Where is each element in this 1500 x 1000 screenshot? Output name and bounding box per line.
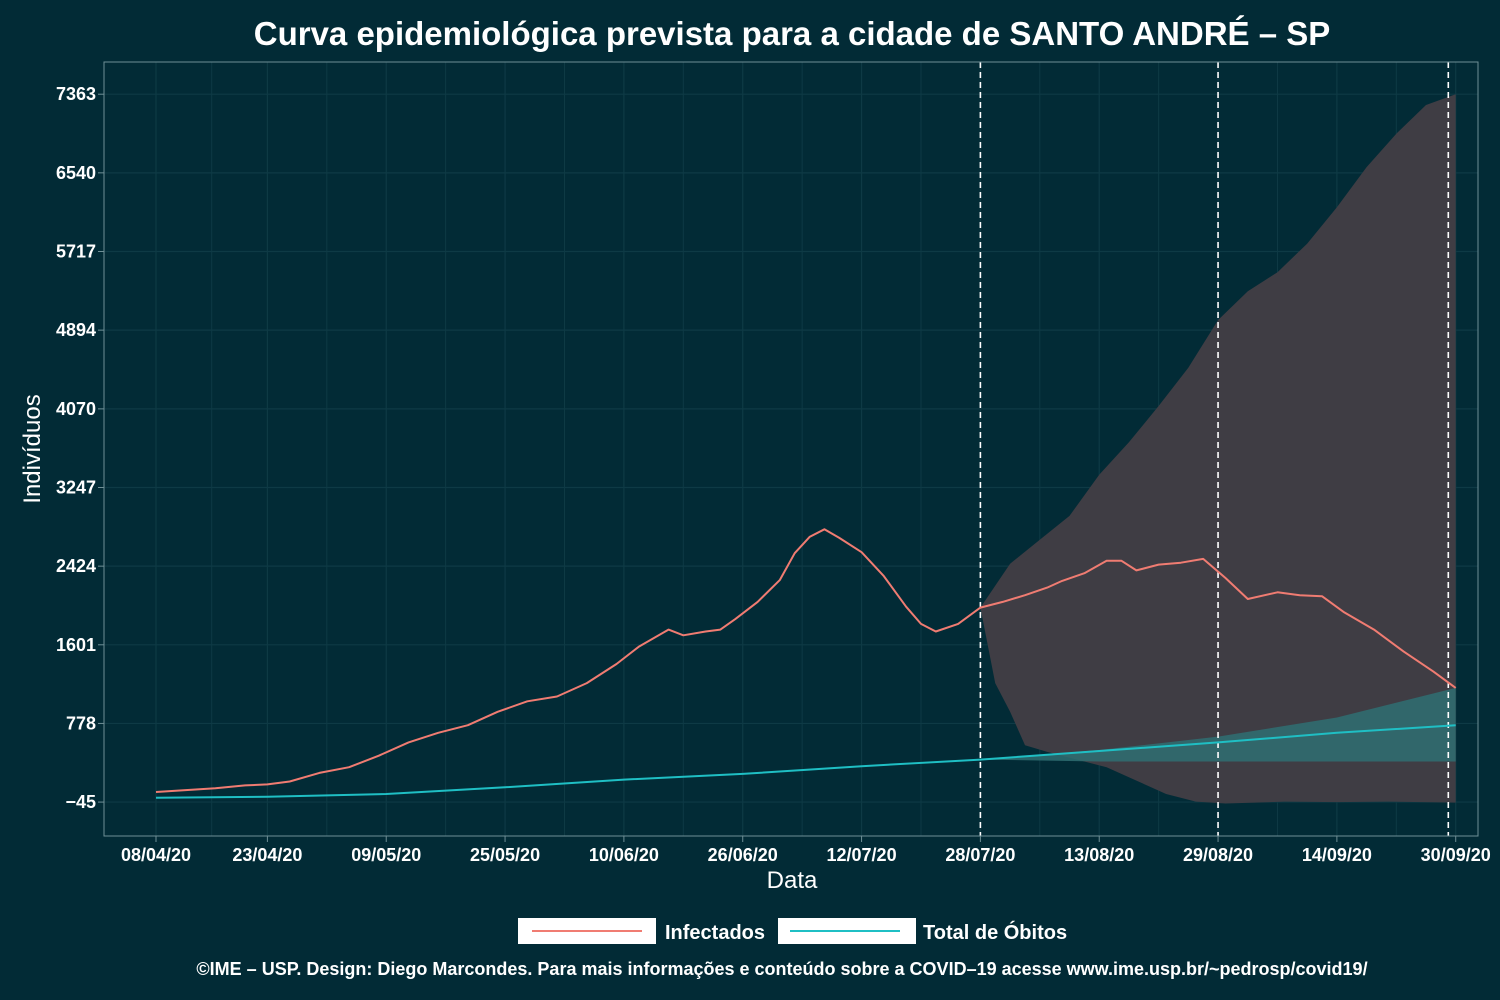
y-tick-label: 3247 xyxy=(56,478,96,498)
y-tick-label: 778 xyxy=(66,713,96,733)
y-tick-label: 4070 xyxy=(56,399,96,419)
y-axis-label: Indivíduos xyxy=(19,394,46,503)
reference-lines xyxy=(979,62,1450,836)
y-tick-label: 2424 xyxy=(56,556,96,576)
band-obitos xyxy=(980,687,1456,762)
legend: Infectados Total de Óbitos xyxy=(518,918,1067,944)
y-tick-label: −45 xyxy=(65,792,96,812)
x-tick-label: 09/05/20 xyxy=(351,845,421,865)
series-line-infectados xyxy=(155,528,1457,793)
band-infectados xyxy=(980,94,1456,804)
footer-credit: ©IME – USP. Design: Diego Marcondes. Par… xyxy=(196,959,1367,979)
plot-frame xyxy=(103,61,1479,837)
x-tick-label: 25/05/20 xyxy=(470,845,540,865)
x-tick-label: 30/09/20 xyxy=(1421,845,1491,865)
x-tick-label: 23/04/20 xyxy=(232,845,302,865)
x-tick-label: 10/06/20 xyxy=(589,845,659,865)
x-tick-label: 12/07/20 xyxy=(827,845,897,865)
y-tick-label: 5717 xyxy=(56,241,96,261)
y-axis-ticks: −45 778 1601 2424 3247 4070 4894 5717 6540 7363 xyxy=(56,84,104,812)
series-lines xyxy=(155,528,1457,799)
y-tick-label: 4894 xyxy=(56,320,96,340)
legend-label-obitos: Total de Óbitos xyxy=(923,920,1067,944)
y-tick-label: 7363 xyxy=(56,84,96,104)
chart-title: Curva epidemiológica prevista para a cid… xyxy=(254,15,1331,52)
x-axis-label: Data xyxy=(767,867,818,894)
x-tick-label: 08/04/20 xyxy=(121,845,191,865)
x-tick-label: 29/08/20 xyxy=(1183,845,1253,865)
x-axis-ticks: 08/04/20 23/04/20 09/05/20 25/05/20 10/06/20… xyxy=(121,836,1491,865)
series-line-obitos xyxy=(155,724,1456,799)
x-tick-label: 14/09/20 xyxy=(1302,845,1372,865)
x-tick-label: 26/06/20 xyxy=(708,845,778,865)
x-tick-label: 28/07/20 xyxy=(945,845,1015,865)
y-tick-label: 1601 xyxy=(56,635,96,655)
legend-label-infectados: Infectados xyxy=(665,922,765,944)
x-tick-label: 13/08/20 xyxy=(1064,845,1134,865)
confidence-bands xyxy=(980,94,1456,804)
y-tick-label: 6540 xyxy=(56,163,96,183)
